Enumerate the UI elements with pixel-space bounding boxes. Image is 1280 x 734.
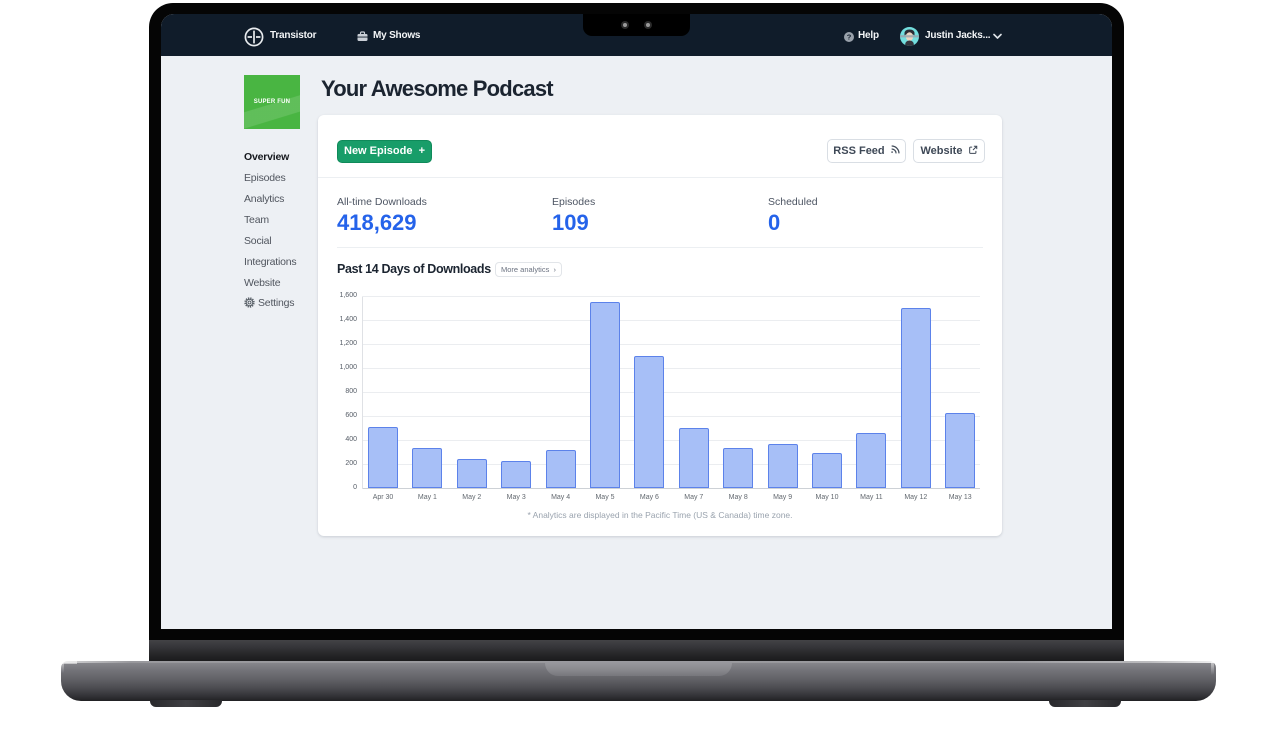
svg-text:?: ? xyxy=(847,32,852,41)
